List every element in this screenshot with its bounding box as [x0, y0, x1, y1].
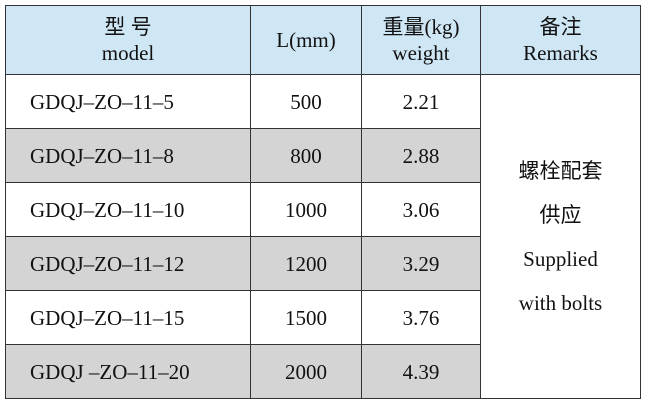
- header-text: model: [101, 41, 155, 65]
- table-cell: 2.21: [361, 74, 481, 129]
- table-cell: 3.76: [361, 290, 481, 345]
- table-cell: 1200: [250, 236, 362, 291]
- header-text: Remarks: [523, 41, 598, 65]
- header-row: 型 号 model L(mm) 重量(kg) weight 备注 Remarks: [5, 5, 641, 75]
- spec-table: 型 号 model L(mm) 重量(kg) weight 备注 Remarks GDQJ–Z…: [5, 5, 641, 399]
- table-cell: 1500: [250, 290, 362, 345]
- table-cell: GDQJ–ZO–11–12: [5, 236, 251, 291]
- header-cell: 备注 Remarks: [480, 5, 641, 75]
- table-row: GDQJ–ZO–11–12 1200 3.29: [5, 236, 641, 291]
- remarks-text: 供应: [539, 202, 582, 227]
- table-cell: 800: [250, 128, 362, 183]
- table-cell: 1000: [250, 182, 362, 237]
- table-row: GDQJ–ZO–11–5 500 2.21 螺栓配套供应 Supplied with bo…: [5, 74, 641, 399]
- remarks-text: with bolts: [518, 290, 603, 315]
- table-row: GDQJ –ZO–11–20 2000 4.39: [5, 344, 641, 399]
- header-text: 型 号: [104, 15, 152, 39]
- header-text: 重量(kg): [382, 15, 460, 39]
- table-cell: 500: [250, 74, 362, 129]
- header-cell: 型 号 model: [5, 5, 251, 75]
- remarks-cell: 螺栓配套供应 Supplied with bolts: [480, 74, 641, 399]
- table-cell: GDQJ –ZO–11–20: [5, 344, 251, 399]
- header-cell: 重量(kg) weight: [361, 5, 481, 75]
- table-cell: 3.29: [361, 236, 481, 291]
- table-cell: 2000: [250, 344, 362, 399]
- header-text: L(mm): [276, 28, 336, 52]
- table-row: GDQJ–ZO–11–10 1000 3.06: [5, 182, 641, 237]
- remarks-text: 螺栓配套: [518, 158, 603, 183]
- header-text: weight: [392, 41, 450, 65]
- table-row: GDQJ–ZO–11–8 800 2.88: [5, 128, 641, 183]
- table-cell: GDQJ–ZO–11–8: [5, 128, 251, 183]
- table-cell: GDQJ–ZO–11–10: [5, 182, 251, 237]
- table-row: GDQJ–ZO–11–15 1500 3.76: [5, 290, 641, 345]
- table-cell: 2.88: [361, 128, 481, 183]
- table-cell: GDQJ–ZO–11–15: [5, 290, 251, 345]
- table-cell: 4.39: [361, 344, 481, 399]
- table-cell: GDQJ–ZO–11–5: [5, 74, 251, 129]
- remarks-text: Supplied: [523, 246, 598, 271]
- table-cell: 3.06: [361, 182, 481, 237]
- header-cell: L(mm): [250, 5, 362, 75]
- header-text: 备注: [539, 15, 582, 39]
